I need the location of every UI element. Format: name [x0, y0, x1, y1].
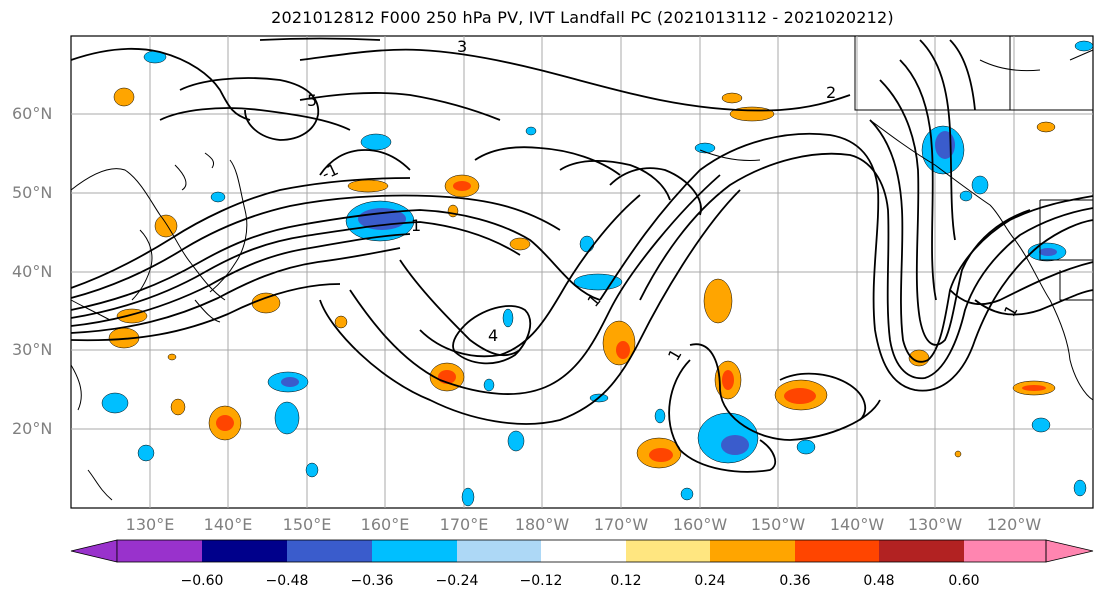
lon-label: 160°E — [360, 515, 410, 534]
colorbar-bin — [287, 540, 372, 562]
colorbar-bin — [710, 540, 795, 562]
colorbar-tick-label: −0.12 — [519, 573, 563, 589]
lat-label-50n: 50°N — [12, 183, 53, 202]
colorbar-bin — [372, 540, 457, 562]
colorbar-tick-label: 0.60 — [948, 573, 980, 589]
contour-label: 4 — [488, 326, 498, 345]
colorbar-bin — [795, 540, 879, 562]
contour-label: 1 — [411, 216, 421, 235]
lon-label: 130°E — [125, 515, 175, 534]
colorbar-tick-label: 0.48 — [863, 573, 895, 589]
lon-label: 180°W — [514, 515, 570, 534]
colorbar-tick-label: 0.12 — [610, 573, 642, 589]
colorbar — [70, 539, 1094, 563]
colorbar-tick-label: −0.60 — [180, 573, 224, 589]
contour-label: 3 — [457, 37, 467, 56]
colorbar-bin — [541, 540, 626, 562]
lat-label-60n: 60°N — [12, 104, 53, 123]
lat-label-20n: 20°N — [12, 419, 53, 438]
colorbar-tick-label: −0.48 — [265, 573, 309, 589]
contour-label: -1 — [319, 160, 341, 184]
contour-label: 5 — [307, 91, 317, 110]
lat-label-30n: 30°N — [12, 340, 53, 359]
colorbar-tick-label: 0.24 — [694, 573, 726, 589]
lat-label-40n: 40°N — [12, 262, 53, 281]
lon-label: 160°W — [672, 515, 728, 534]
colorbar-tick-label: 0.36 — [779, 573, 811, 589]
colorbar-extend-min — [70, 539, 118, 563]
lon-label: 130°W — [907, 515, 963, 534]
colorbar-bin — [117, 540, 202, 562]
colorbar-bin — [457, 540, 541, 562]
colorbar-bin — [879, 540, 964, 562]
lon-label: 140°E — [203, 515, 253, 534]
lon-label: 140°W — [829, 515, 885, 534]
lon-label: 150°W — [750, 515, 806, 534]
contour-label: 2 — [826, 83, 836, 102]
pv-contours — [70, 37, 1094, 473]
colorbar-bin — [202, 540, 287, 562]
lon-label: 170°W — [593, 515, 649, 534]
lon-label: 170°E — [439, 515, 489, 534]
colorbar-bin — [964, 540, 1046, 562]
ivt-positive-anomalies — [108, 87, 1056, 469]
colorbar-tick-label: −0.36 — [350, 573, 394, 589]
colorbar-extend-max — [1045, 539, 1094, 563]
lon-label: 120°W — [986, 515, 1042, 534]
figure-title: 2021012812 F000 250 hPa PV, IVT Landfall… — [271, 8, 894, 27]
ivt-negative-anomalies — [101, 40, 1094, 507]
colorbar-bin — [626, 540, 710, 562]
colorbar-tick-label: −0.24 — [435, 573, 479, 589]
lon-label: 150°E — [282, 515, 332, 534]
